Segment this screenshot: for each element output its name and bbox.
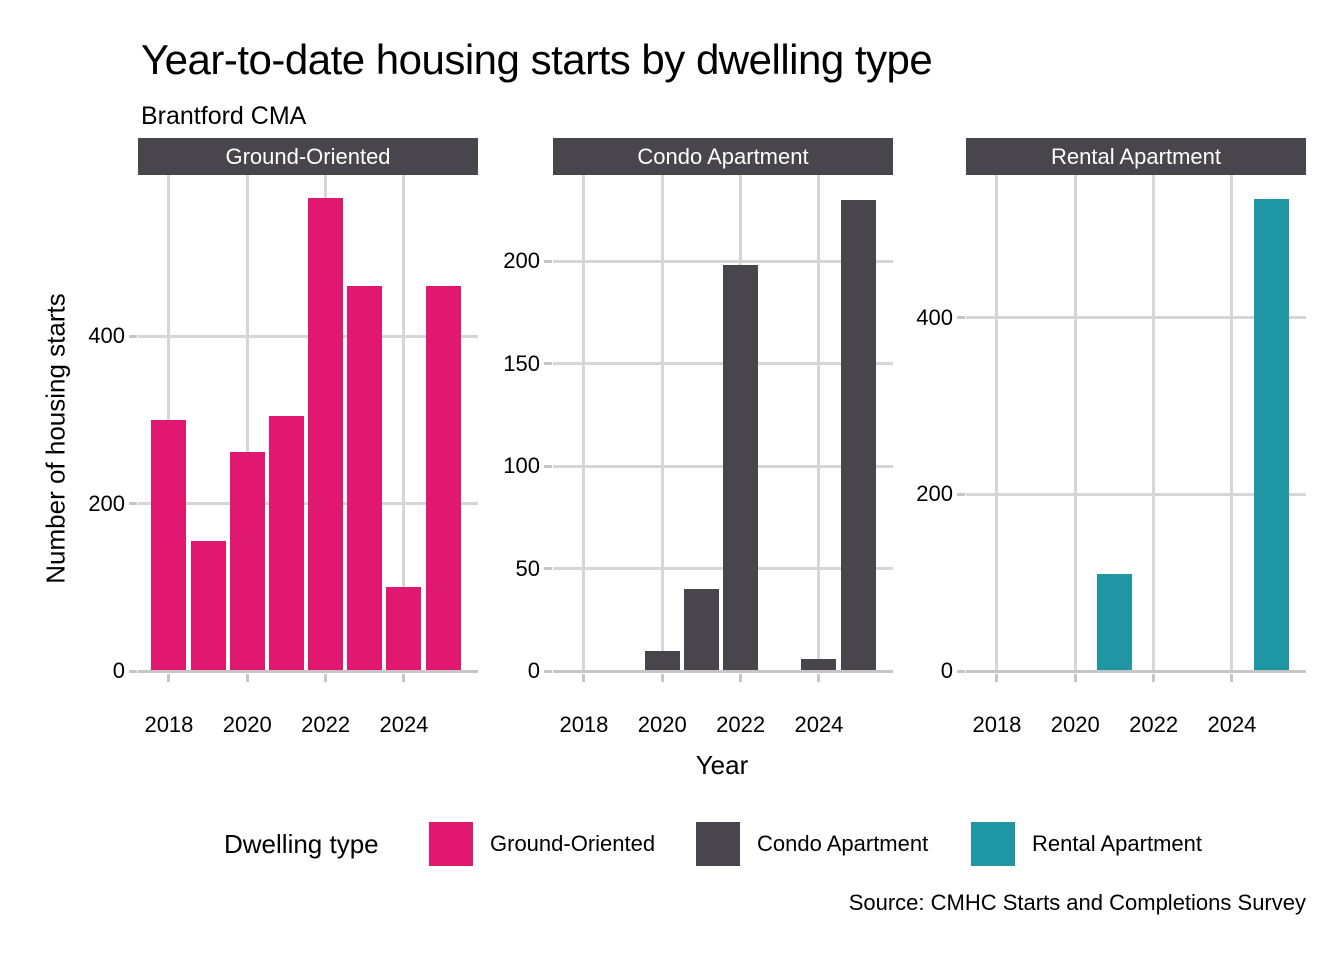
gridline-horizontal	[553, 259, 893, 263]
x-axis-tick	[1152, 674, 1156, 682]
bar-2018	[151, 420, 187, 671]
x-tick-label: 2020	[1050, 712, 1100, 737]
y-axis-tick	[544, 464, 552, 468]
bar-2021	[1096, 573, 1132, 671]
y-tick-label: 200	[916, 481, 953, 507]
y-tick-label: 400	[88, 323, 125, 349]
y-tick-label: 150	[503, 350, 540, 376]
gridline-vertical	[245, 175, 249, 671]
gridline-vertical	[995, 175, 999, 671]
bar-2019	[190, 541, 226, 671]
y-axis-tick	[129, 334, 137, 338]
bar-2024	[801, 658, 837, 671]
bar-2021	[268, 415, 304, 671]
legend-title: Dwelling type	[224, 828, 379, 859]
y-axis-tick	[544, 567, 552, 571]
gridline-horizontal	[966, 492, 1306, 496]
x-tick-label: 2022	[716, 712, 766, 737]
x-tick-label: 2018	[559, 712, 609, 737]
legend-label-2: Rental Apartment	[1032, 831, 1202, 856]
x-tick-label: 2024	[379, 712, 429, 737]
x-axis-tick	[582, 674, 586, 682]
gridline-vertical	[1152, 175, 1156, 671]
x-tick-label: 2018	[144, 712, 194, 737]
bar-2025	[425, 286, 461, 671]
bar-2020	[229, 451, 265, 671]
legend-swatch-0	[429, 822, 473, 866]
legend-swatch-1	[696, 822, 740, 866]
y-axis-title: Number of housing starts	[40, 293, 71, 584]
y-axis-tick	[544, 669, 552, 673]
x-tick-label: 2022	[301, 712, 351, 737]
facet-strip: Ground-Oriented	[138, 138, 478, 175]
y-tick-label: 100	[503, 453, 540, 479]
y-axis-tick	[129, 502, 137, 506]
gridline-horizontal	[138, 502, 478, 506]
gridline-horizontal	[553, 464, 893, 468]
gridline-vertical	[1073, 175, 1077, 671]
gridline-horizontal	[966, 316, 1306, 320]
bar-2022	[308, 198, 344, 671]
bar-2025	[1253, 198, 1289, 671]
x-axis-tick	[995, 674, 999, 682]
x-axis-tick	[1230, 674, 1234, 682]
bar-2021	[683, 589, 719, 671]
chart-title: Year-to-date housing starts by dwelling …	[141, 36, 933, 83]
facet-strip: Condo Apartment	[553, 138, 893, 175]
y-tick-label: 0	[940, 658, 953, 683]
x-axis-tick	[402, 674, 406, 682]
gridline-horizontal	[553, 567, 893, 571]
x-axis-line	[553, 670, 893, 673]
x-axis-tick	[167, 674, 171, 682]
gridline-horizontal	[138, 334, 478, 338]
x-axis-tick	[660, 674, 664, 682]
y-axis-tick	[544, 362, 552, 366]
gridline-horizontal	[553, 362, 893, 366]
x-axis-tick	[245, 674, 249, 682]
y-axis-tick	[544, 259, 552, 263]
gridline-vertical	[402, 175, 406, 671]
y-tick-label: 200	[503, 248, 540, 274]
gridline-vertical	[817, 175, 821, 671]
x-tick-label: 2024	[1207, 712, 1257, 737]
x-tick-label: 2020	[637, 712, 687, 737]
legend-label-0: Ground-Oriented	[490, 831, 656, 856]
x-axis-line	[966, 670, 1306, 673]
y-axis-tick	[957, 316, 965, 320]
legend-swatch-2	[971, 822, 1015, 866]
x-axis-tick	[324, 674, 328, 682]
gridline-vertical	[582, 175, 586, 671]
y-axis-tick	[957, 669, 965, 673]
source-caption: Source: CMHC Starts and Completions Surv…	[848, 890, 1306, 915]
bar-2025	[840, 199, 876, 671]
y-tick-label: 200	[88, 490, 125, 516]
y-axis-tick	[957, 492, 965, 496]
gridline-vertical	[660, 175, 664, 671]
y-tick-label: 0	[527, 658, 540, 683]
x-axis-tick	[739, 674, 743, 682]
bar-2024	[386, 587, 422, 671]
x-axis-tick	[817, 674, 821, 682]
y-tick-label: 50	[515, 555, 540, 581]
bar-2023	[347, 286, 383, 671]
x-tick-label: 2022	[1129, 712, 1179, 737]
x-tick-label: 2018	[972, 712, 1022, 737]
gridline-vertical	[1230, 175, 1234, 671]
bar-2022	[723, 265, 759, 671]
facet-strip: Rental Apartment	[966, 138, 1306, 175]
y-tick-label: 0	[112, 658, 125, 683]
bar-2020	[644, 650, 680, 671]
y-axis-tick	[129, 669, 137, 673]
x-axis-tick	[1073, 674, 1077, 682]
x-tick-label: 2024	[794, 712, 844, 737]
x-tick-label: 2020	[222, 712, 272, 737]
legend-label-1: Condo Apartment	[757, 831, 929, 856]
x-axis-line	[138, 670, 478, 673]
chart-subtitle: Brantford CMA	[141, 102, 307, 130]
x-axis-title: Year	[695, 750, 749, 780]
y-tick-label: 400	[916, 304, 953, 330]
